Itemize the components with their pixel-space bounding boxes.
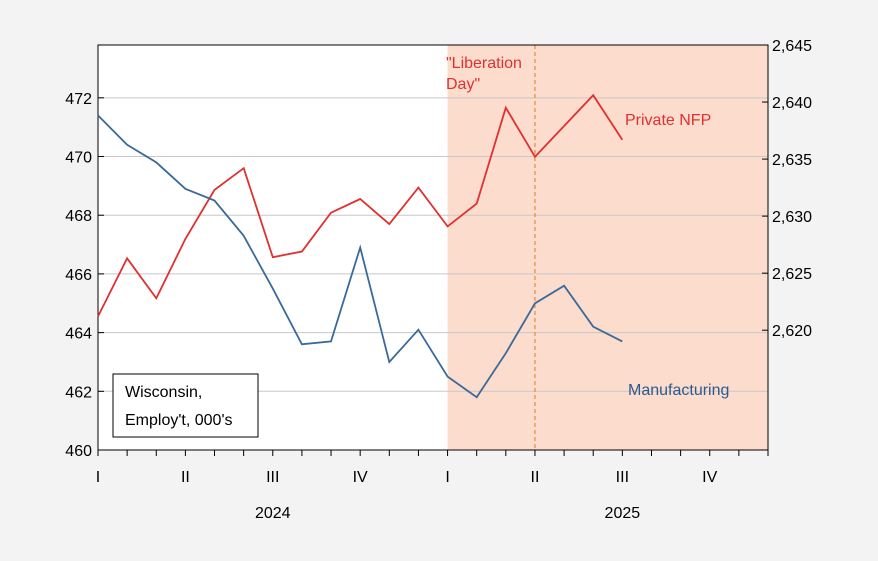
- left-tick-label: 472: [65, 91, 92, 108]
- year-label: 2024: [255, 505, 291, 522]
- right-tick-label: 2,645: [772, 38, 812, 55]
- quarter-label: IV: [702, 469, 717, 486]
- left-tick-label: 460: [65, 443, 92, 460]
- quarter-label: I: [96, 469, 100, 486]
- legend-line2: Employ't, 000's: [125, 412, 233, 429]
- shaded-region: [447, 45, 768, 450]
- plot-frame: [97, 44, 769, 451]
- right-tick-label: 2,635: [772, 152, 812, 169]
- right-tick-label: 2,625: [772, 266, 812, 283]
- left-axis: 460 462 464 466 468 470 472: [65, 91, 104, 460]
- right-axis: 2,620 2,625 2,630 2,635 2,640 2,645: [762, 38, 812, 340]
- quarter-label: IV: [353, 469, 368, 486]
- left-tick-label: 464: [65, 326, 92, 343]
- left-tick-label: 462: [65, 384, 92, 401]
- legend-line1: Wisconsin,: [125, 384, 202, 401]
- quarter-label: I: [445, 469, 449, 486]
- quarter-label: II: [181, 469, 190, 486]
- private-nfp-label: Private NFP: [625, 112, 711, 129]
- left-tick-label: 470: [65, 150, 92, 167]
- series-line-private-nfp: [97, 93, 624, 317]
- right-tick-label: 2,620: [772, 323, 812, 340]
- left-tick-label: 468: [65, 208, 92, 225]
- quarter-label: III: [616, 469, 629, 486]
- series-line-manufacturing: [97, 114, 623, 399]
- left-tick-label: 466: [65, 267, 92, 284]
- manufacturing-label: Manufacturing: [628, 382, 729, 399]
- quarter-label: III: [266, 469, 279, 486]
- legend-box: Wisconsin, Employ't, 000's: [112, 373, 259, 438]
- liberation-day-label-line1: "Liberation: [446, 55, 522, 72]
- liberation-day-label-line2: Day": [446, 76, 480, 93]
- quarter-label: II: [531, 469, 540, 486]
- year-label: 2025: [605, 505, 641, 522]
- right-tick-label: 2,640: [772, 95, 812, 112]
- right-tick-label: 2,630: [772, 209, 812, 226]
